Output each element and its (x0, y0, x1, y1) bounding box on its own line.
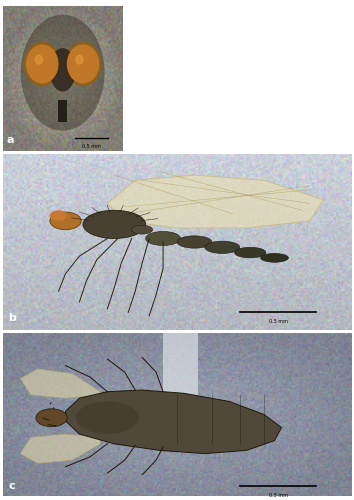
Text: 0.5 mm: 0.5 mm (269, 320, 287, 324)
Ellipse shape (21, 14, 104, 130)
Polygon shape (20, 434, 101, 464)
Text: c: c (8, 481, 15, 491)
Ellipse shape (50, 48, 76, 92)
Ellipse shape (205, 241, 240, 254)
Text: b: b (8, 313, 16, 323)
Ellipse shape (177, 236, 212, 248)
Ellipse shape (145, 232, 181, 245)
Ellipse shape (36, 409, 67, 426)
Ellipse shape (50, 210, 67, 221)
Ellipse shape (234, 248, 266, 258)
Bar (163, 333, 198, 398)
Polygon shape (107, 175, 323, 228)
Circle shape (65, 42, 101, 86)
Bar (58, 100, 68, 122)
Polygon shape (20, 369, 101, 398)
Ellipse shape (83, 210, 145, 238)
Circle shape (35, 56, 42, 64)
Circle shape (24, 42, 60, 86)
Circle shape (68, 45, 98, 83)
Ellipse shape (261, 254, 289, 262)
Text: 0.5 mm: 0.5 mm (82, 144, 101, 149)
Polygon shape (65, 390, 281, 454)
Ellipse shape (50, 212, 81, 230)
Circle shape (27, 45, 58, 83)
Text: a: a (6, 135, 14, 145)
Circle shape (76, 56, 83, 64)
Ellipse shape (76, 402, 139, 434)
Text: 0.5 mm: 0.5 mm (269, 492, 287, 498)
Ellipse shape (132, 226, 153, 234)
